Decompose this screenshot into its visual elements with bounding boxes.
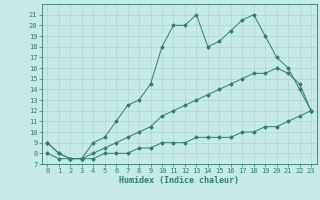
X-axis label: Humidex (Indice chaleur): Humidex (Indice chaleur) [119, 176, 239, 185]
